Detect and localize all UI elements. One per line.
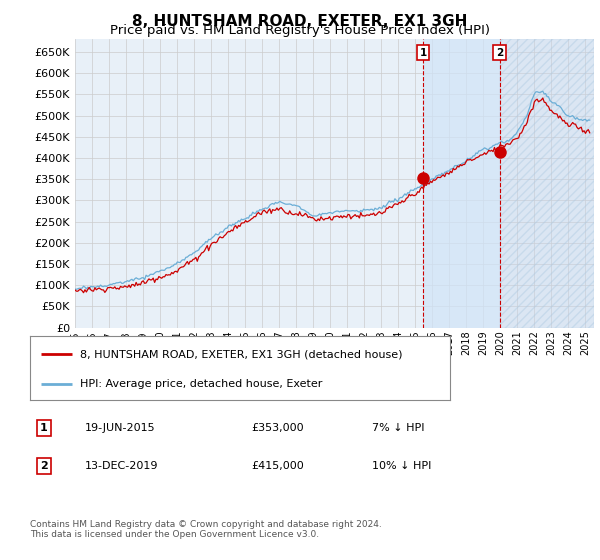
Text: 1: 1 — [419, 48, 427, 58]
Bar — [500, 39, 594, 328]
Text: 19-JUN-2015: 19-JUN-2015 — [85, 423, 156, 433]
Text: Contains HM Land Registry data © Crown copyright and database right 2024.
This d: Contains HM Land Registry data © Crown c… — [30, 520, 382, 539]
Text: 10% ↓ HPI: 10% ↓ HPI — [372, 461, 431, 471]
Text: 8, HUNTSHAM ROAD, EXETER, EX1 3GH: 8, HUNTSHAM ROAD, EXETER, EX1 3GH — [133, 14, 467, 29]
Text: £353,000: £353,000 — [251, 423, 304, 433]
Text: 7% ↓ HPI: 7% ↓ HPI — [372, 423, 425, 433]
Text: 8, HUNTSHAM ROAD, EXETER, EX1 3GH (detached house): 8, HUNTSHAM ROAD, EXETER, EX1 3GH (detac… — [80, 349, 403, 359]
Text: HPI: Average price, detached house, Exeter: HPI: Average price, detached house, Exet… — [80, 379, 323, 389]
Text: 2: 2 — [40, 461, 47, 471]
Text: 13-DEC-2019: 13-DEC-2019 — [85, 461, 158, 471]
Text: 1: 1 — [40, 423, 47, 433]
Text: £415,000: £415,000 — [251, 461, 304, 471]
Text: 2: 2 — [496, 48, 503, 58]
Text: Price paid vs. HM Land Registry's House Price Index (HPI): Price paid vs. HM Land Registry's House … — [110, 24, 490, 37]
Bar — [423, 39, 500, 328]
